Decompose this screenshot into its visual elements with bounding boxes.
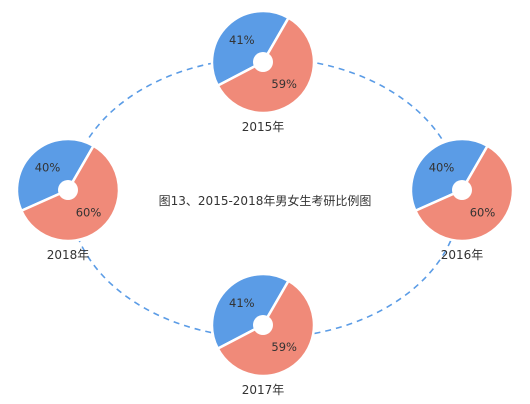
slice-label: 40%: [429, 160, 455, 174]
year-label: 2017年: [242, 383, 285, 397]
slice-label: 60%: [470, 206, 496, 220]
pie-center-hole: [253, 52, 273, 72]
year-label: 2016年: [441, 248, 484, 262]
pie-2015年: 41% 59% 2015年: [210, 9, 316, 134]
pie-slice-male: [409, 137, 490, 213]
pie-slice-male: [210, 272, 291, 351]
slice-label: 59%: [271, 340, 297, 354]
slice-label: 59%: [271, 77, 297, 91]
pie-center-hole: [253, 315, 273, 335]
slice-label: 60%: [76, 206, 102, 220]
pie-2017年: 41% 59% 2017年: [210, 272, 316, 397]
slice-label: 41%: [229, 33, 255, 47]
chart-title: 图13、2015-2018年男女生考研比例图: [159, 193, 372, 208]
pie-2018年: 40% 60% 2018年: [15, 137, 121, 262]
pie-center-hole: [452, 180, 472, 200]
pie-slice-male: [15, 137, 96, 213]
pie-2016年: 40% 60% 2016年: [409, 137, 515, 262]
year-label: 2018年: [47, 248, 90, 262]
pie-group: 41% 59% 2015年 40% 60% 2016年 41% 59% 2017年 40% 60% 2…: [15, 9, 515, 397]
year-label: 2015年: [242, 120, 285, 134]
slice-label: 41%: [229, 296, 255, 310]
slice-label: 40%: [35, 160, 61, 174]
pie-center-hole: [58, 180, 78, 200]
pie-slice-male: [210, 9, 291, 88]
